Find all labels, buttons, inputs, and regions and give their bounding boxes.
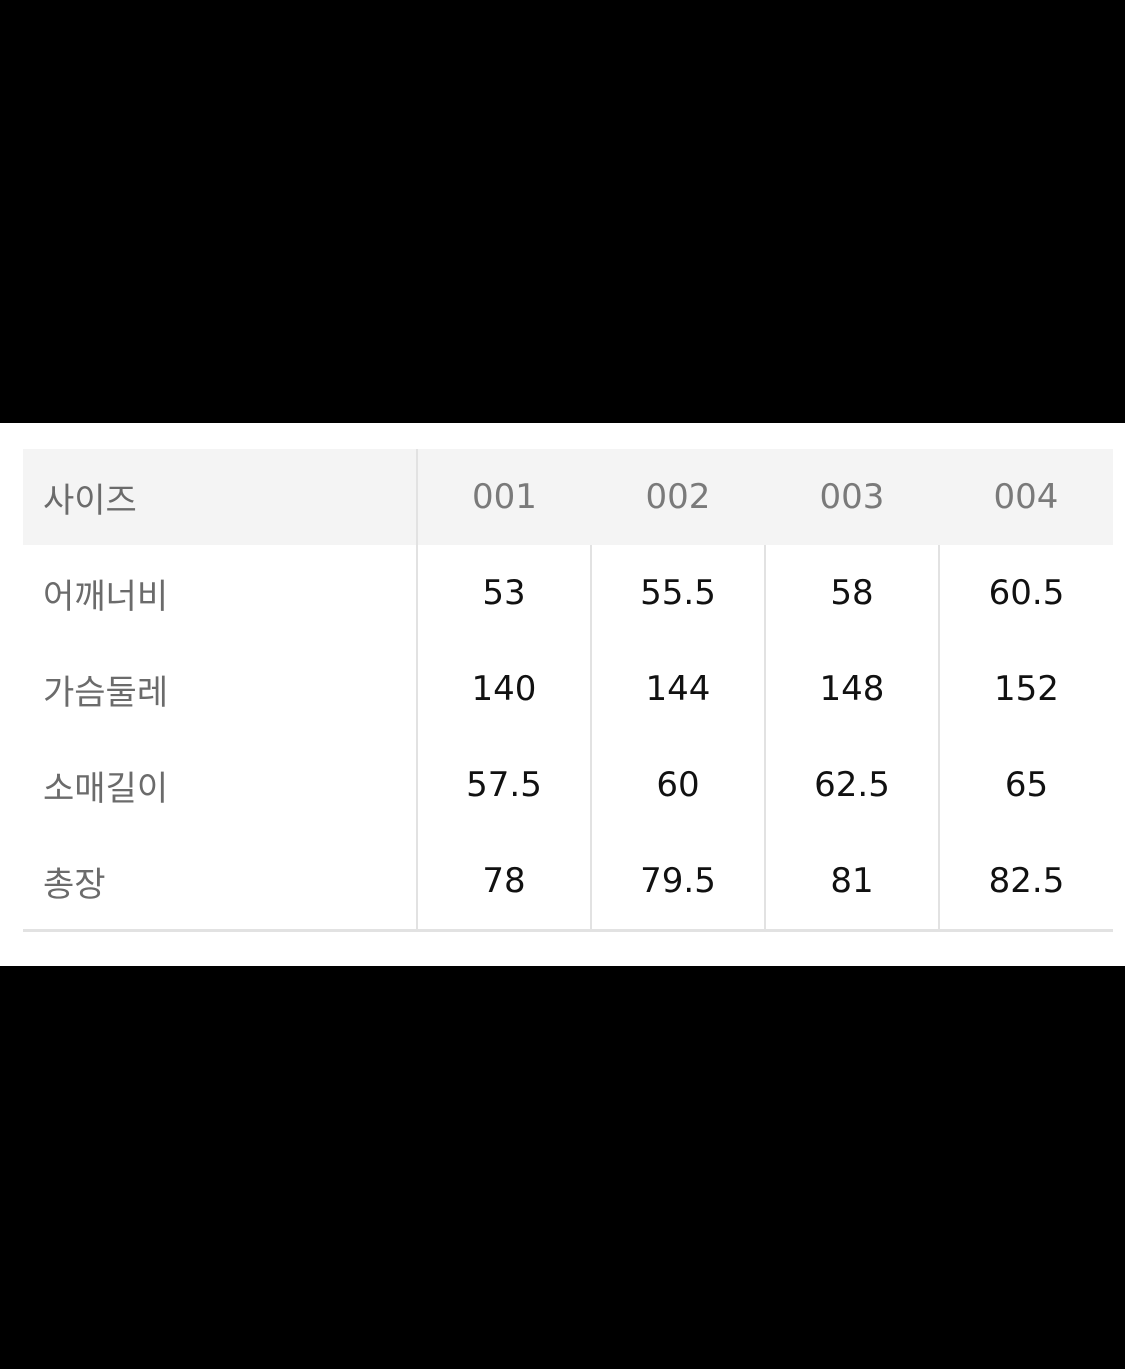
table-cell: 148 xyxy=(765,641,940,737)
size-chart-panel: 사이즈 001 002 003 004 어깨너비 53 55.5 58 60.5… xyxy=(0,423,1125,966)
header-003: 003 xyxy=(819,477,885,517)
size-table: 사이즈 001 002 003 004 어깨너비 53 55.5 58 60.5… xyxy=(23,449,1113,932)
row-label: 총장 xyxy=(23,833,418,932)
table-cell: 55.5 xyxy=(591,545,766,641)
table-cell: 152 xyxy=(994,669,1059,709)
table-row: 소매길이 57.5 60 62.5 65 xyxy=(23,737,1113,833)
table-cell: 78 xyxy=(417,833,592,932)
table-cell: 65 xyxy=(1004,765,1049,805)
header-001: 001 xyxy=(472,477,537,517)
table-cell: 79.5 xyxy=(591,833,766,932)
table-cell: 144 xyxy=(591,641,766,737)
row-label: 가슴둘레 xyxy=(23,641,418,737)
table-row: 어깨너비 53 55.5 58 60.5 xyxy=(23,545,1113,641)
header-size: 사이즈 xyxy=(23,449,418,545)
header-row: 사이즈 001 002 003 004 xyxy=(23,449,1113,545)
table-cell: 140 xyxy=(417,641,592,737)
table-cell: 60 xyxy=(591,737,766,833)
table-cell: 57.5 xyxy=(417,737,592,833)
row-label: 소매길이 xyxy=(23,737,418,833)
table-cell: 58 xyxy=(765,545,940,641)
row-label: 어깨너비 xyxy=(23,545,418,641)
table-row: 가슴둘레 140 144 148 152 xyxy=(23,641,1113,737)
table-cell: 53 xyxy=(417,545,592,641)
table-row: 총장 78 79.5 81 82.5 xyxy=(23,833,1113,932)
table-cell: 82.5 xyxy=(939,833,1113,932)
table-cell: 81 xyxy=(765,833,940,932)
header-002: 002 xyxy=(645,477,711,517)
header-004: 004 xyxy=(993,477,1059,517)
table-cell: 62.5 xyxy=(765,737,940,833)
table-cell: 60.5 xyxy=(988,573,1065,613)
